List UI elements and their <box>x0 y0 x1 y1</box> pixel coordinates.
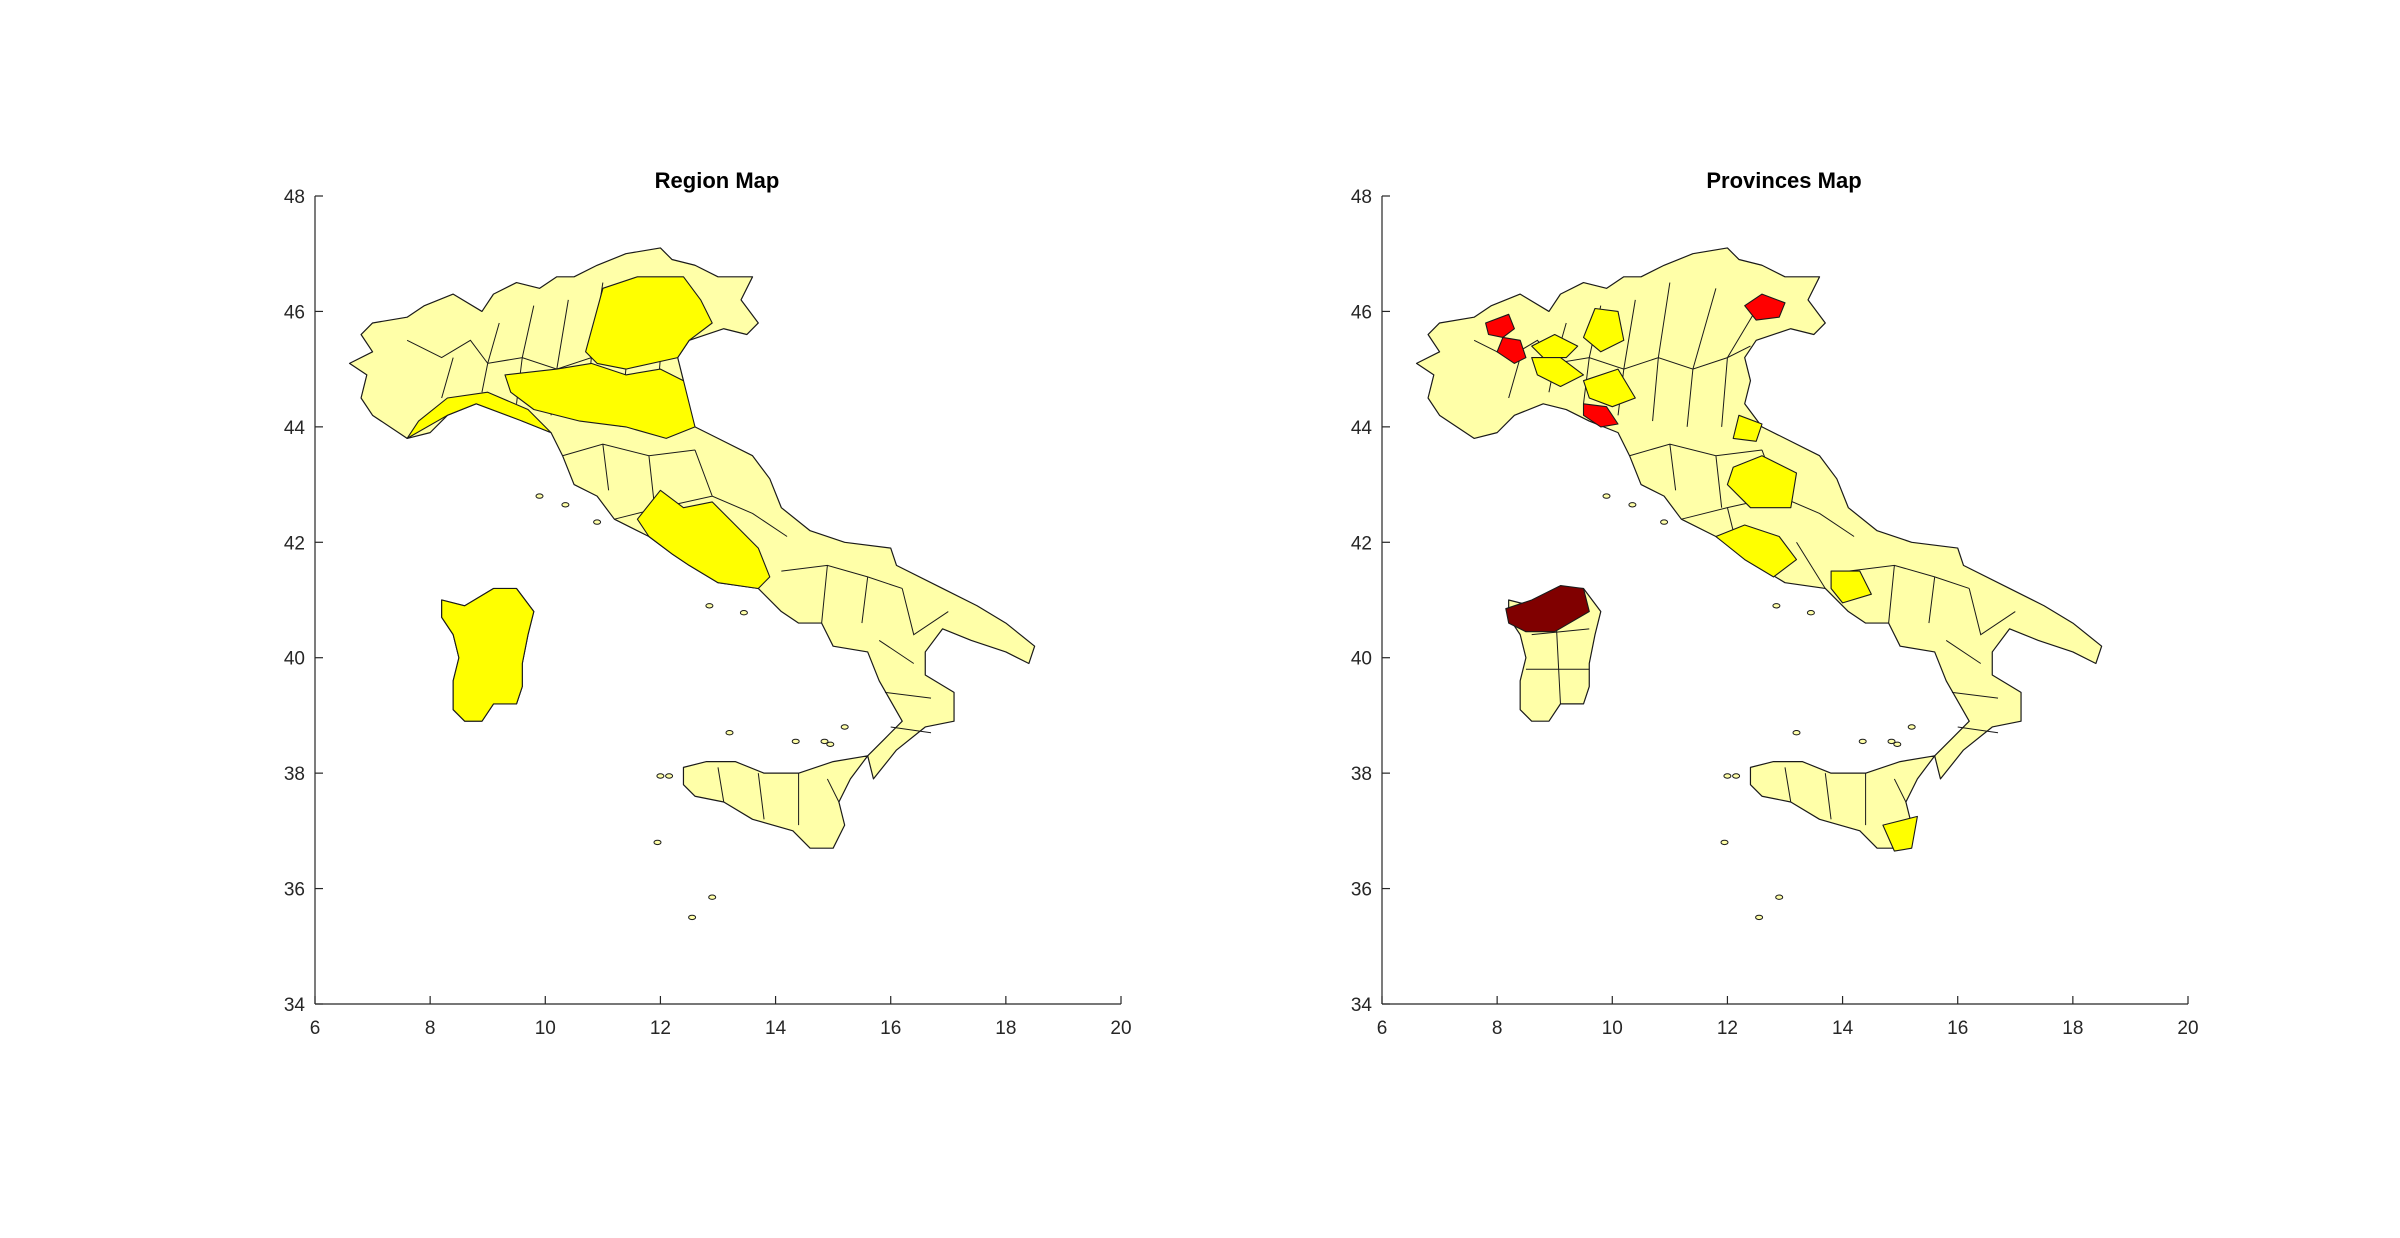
x-tick-label: 18 <box>2062 1018 2083 1039</box>
highlight-caserta <box>1830 570 1872 604</box>
y-tick-label: 48 <box>1351 187 1372 208</box>
x-tick-label: 20 <box>2177 1018 2198 1039</box>
highlight-biella <box>1485 313 1515 338</box>
x-tick-label: 8 <box>425 1018 436 1039</box>
island <box>1792 730 1801 736</box>
island <box>688 914 697 921</box>
sicily-landmass <box>683 756 867 848</box>
map-layer <box>1417 248 2102 921</box>
x-tick-label: 10 <box>535 1018 556 1039</box>
highlight-emilia-romagna <box>504 362 696 439</box>
island <box>739 610 748 616</box>
island <box>826 741 835 747</box>
x-tick-label: 14 <box>765 1018 787 1039</box>
island <box>725 730 734 736</box>
island <box>593 519 602 525</box>
island <box>820 738 829 745</box>
y-tick-label: 46 <box>1351 302 1372 323</box>
highlight-pordenone <box>1744 293 1786 321</box>
y-tick-label: 38 <box>1351 764 1372 785</box>
island <box>665 773 674 779</box>
island <box>1660 519 1669 525</box>
island <box>653 839 662 846</box>
highlight-layer <box>1485 293 1918 852</box>
island <box>1893 741 1902 747</box>
x-tick-label: 8 <box>1492 1018 1503 1039</box>
axes-title: Provinces Map <box>1706 168 1861 193</box>
highlight-pavia <box>1531 357 1585 388</box>
island <box>791 738 800 745</box>
highlight-sassari <box>1505 585 1590 633</box>
mainland-landmass <box>1417 248 2102 779</box>
y-tick-label: 38 <box>284 764 305 785</box>
x-tick-label: 16 <box>1947 1018 1968 1039</box>
highlight-liguria <box>406 391 552 439</box>
highlight-perugia <box>1726 455 1798 509</box>
highlight-roma <box>1715 524 1798 578</box>
highlight-parma <box>1582 368 1636 408</box>
y-tick-label: 34 <box>284 995 306 1016</box>
island <box>535 493 544 499</box>
island <box>1720 839 1729 846</box>
y-tick-label: 40 <box>284 649 305 670</box>
axes-title: Region Map <box>655 168 780 193</box>
x-tick-label: 18 <box>995 1018 1016 1039</box>
highlight-vercelli <box>1496 336 1527 364</box>
island <box>1775 894 1784 900</box>
island <box>705 603 714 609</box>
x-tick-label: 6 <box>310 1018 321 1039</box>
y-tick-label: 36 <box>284 880 305 901</box>
highlight-veneto <box>585 276 713 370</box>
y-tick-label: 42 <box>284 533 305 554</box>
island <box>840 724 849 730</box>
highlight-layer <box>406 276 771 722</box>
island <box>1907 724 1916 730</box>
island <box>1887 738 1896 745</box>
island <box>1806 610 1815 616</box>
axes-region-map: Region Map 6 8 10 12 14 16 18 20 34 36 38 40 42 44 46 4… <box>284 168 1132 1039</box>
island <box>1772 603 1781 609</box>
island <box>1602 493 1611 499</box>
x-tick-label: 14 <box>1832 1018 1854 1039</box>
x-tick-label: 12 <box>1717 1018 1738 1039</box>
y-tick-label: 48 <box>284 187 305 208</box>
axis-layer: 6 8 10 12 14 16 18 20 34 36 38 40 42 44 46 48 <box>1351 187 2199 1039</box>
y-tick-label: 36 <box>1351 880 1372 901</box>
island <box>1628 502 1637 508</box>
island <box>1755 914 1764 921</box>
y-tick-label: 44 <box>1351 418 1373 439</box>
x-tick-label: 6 <box>1377 1018 1388 1039</box>
x-tick-label: 16 <box>880 1018 901 1039</box>
highlight-sardegna <box>441 587 535 722</box>
highlight-milano <box>1531 333 1579 359</box>
highlight-siracusa <box>1882 815 1918 852</box>
x-tick-label: 10 <box>1602 1018 1623 1039</box>
highlight-bergamo <box>1582 307 1625 353</box>
x-tick-label: 12 <box>650 1018 671 1039</box>
island <box>708 894 717 900</box>
x-tick-label: 20 <box>1110 1018 1131 1039</box>
island <box>1723 773 1732 779</box>
highlight-la-spezia <box>1582 403 1619 428</box>
island <box>561 502 570 508</box>
axes-provinces-map: Provinces Map 6 8 10 12 14 16 18 20 34 36 38 40 42 44… <box>1351 168 2199 1039</box>
highlight-lazio <box>636 489 771 590</box>
map-layer <box>350 248 1035 921</box>
y-tick-label: 44 <box>284 418 306 439</box>
y-tick-label: 46 <box>284 302 305 323</box>
island <box>1858 738 1867 745</box>
y-tick-label: 34 <box>1351 995 1373 1016</box>
axis-layer: 6 8 10 12 14 16 18 20 34 36 38 40 42 44 46 48 <box>284 187 1132 1039</box>
y-tick-label: 42 <box>1351 533 1372 554</box>
island <box>656 773 665 779</box>
island <box>1732 773 1741 779</box>
y-tick-label: 40 <box>1351 649 1372 670</box>
highlight-rimini <box>1732 414 1763 442</box>
